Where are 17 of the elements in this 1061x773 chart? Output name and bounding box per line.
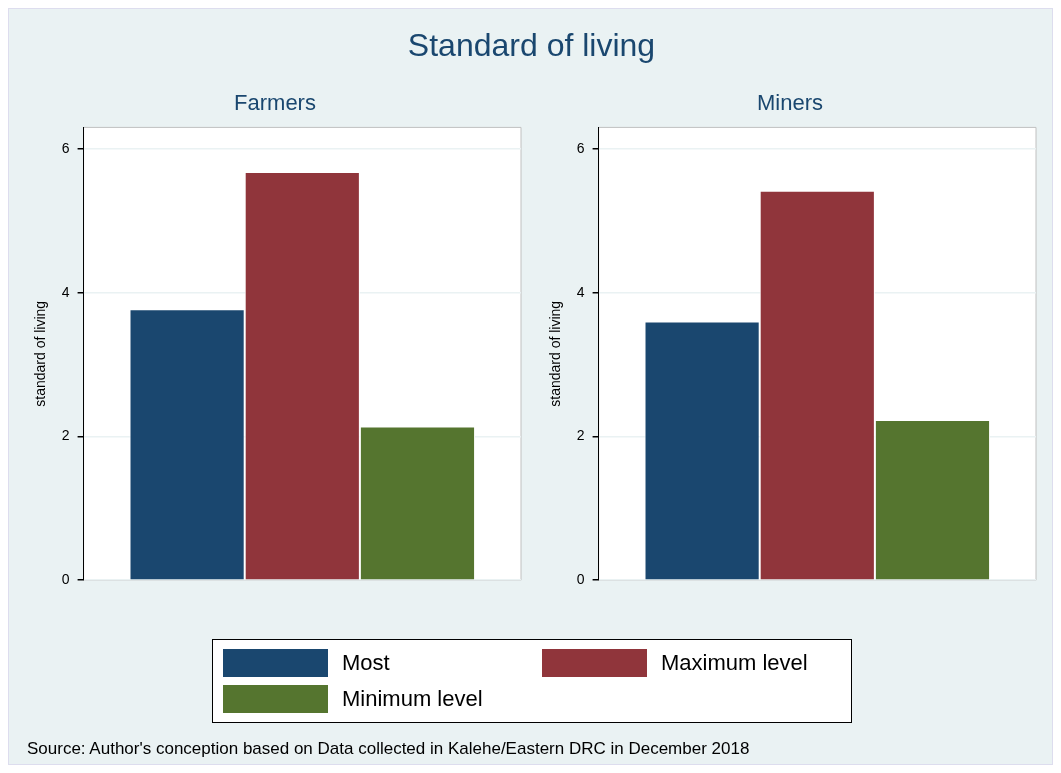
y-tick-label: 2 <box>576 427 585 444</box>
y-tick-label: 4 <box>576 283 585 300</box>
source-note: Source: Author's conception based on Data collected in Kalehe/Eastern DRC in December 2018 <box>27 739 750 759</box>
y-axis-title: standard of living <box>547 300 564 407</box>
y-tick-label: 6 <box>61 139 70 156</box>
chart-title: Miners <box>756 90 824 116</box>
legend-label: Maximum level <box>661 650 809 676</box>
y-tick-label: 0 <box>61 571 70 588</box>
chart-title: Farmers <box>234 90 316 116</box>
y-tick-label: 2 <box>61 427 70 444</box>
text: Standard of living <box>406 27 657 64</box>
y-tick-label: 6 <box>576 139 585 156</box>
y-tick-label: 0 <box>576 571 585 588</box>
legend-label: Most <box>342 650 391 676</box>
y-axis-title: standard of living <box>32 300 49 407</box>
legend-label: Minimum level <box>342 686 484 712</box>
y-tick-label: 4 <box>61 283 70 300</box>
